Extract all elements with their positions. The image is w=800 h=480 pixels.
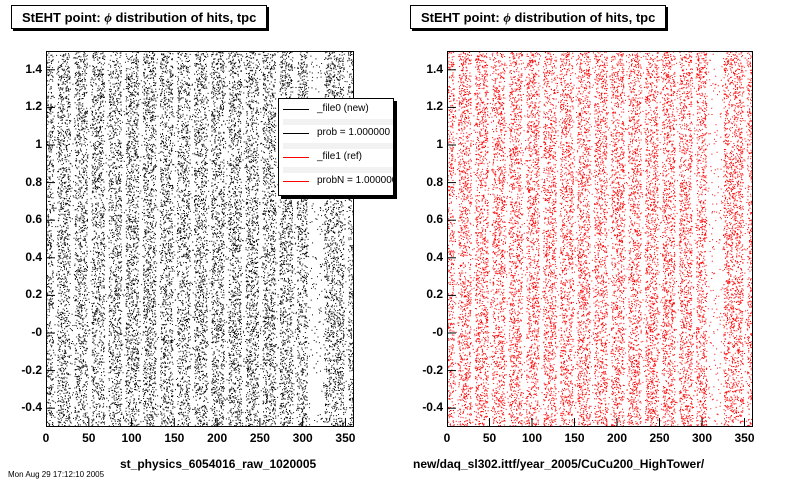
date-stamp: Mon Aug 29 17:12:10 2005: [8, 470, 105, 479]
y-tick-label: 0.8: [426, 174, 443, 189]
x-tick-label: 100: [521, 431, 543, 445]
y-tick-label: -0: [432, 325, 443, 339]
y-tick-label: -0.2: [21, 362, 42, 377]
x-tick-label: 0: [42, 431, 50, 445]
y-tick-label: 1.4: [426, 61, 443, 76]
y-tick-label: 1.2: [426, 99, 443, 114]
y-tick-label: 1.2: [25, 99, 42, 114]
legend-entry-probN: probN = 1.000000: [283, 173, 394, 191]
right-title-phi-symbol: ϕ: [503, 10, 511, 25]
legend-entry-prob: prob = 1.000000: [283, 125, 393, 143]
x-tick-label: 100: [121, 431, 142, 445]
legend-line-file1: [283, 157, 309, 158]
legend-line-file0: [283, 109, 309, 110]
x-tick-label: 300: [292, 431, 313, 445]
left-scatter-plot: [46, 51, 354, 427]
x-tick-label: 250: [249, 431, 270, 445]
legend-entry-file1: _file1 (ref): [283, 149, 393, 167]
left-title-phi-symbol: ϕ: [104, 10, 112, 25]
y-tick-label: 1: [35, 137, 42, 151]
left-plot-caption: st_physics_6054016_raw_1020005: [120, 457, 317, 471]
y-tick-label: 0.4: [25, 249, 42, 264]
scatter-points: [447, 51, 753, 427]
x-tick-label: 250: [649, 431, 670, 445]
plot-frame: [46, 51, 354, 427]
left-title-suffix: distribution of hits, tpc: [115, 10, 257, 25]
x-tick-label: 0: [443, 431, 451, 445]
x-tick-label: 50: [482, 431, 497, 445]
scatter-points: [46, 51, 354, 427]
legend-line-prob: [283, 133, 309, 134]
left-plot-title: StEHT point: ϕ distribution of hits, tpc: [11, 5, 268, 29]
x-tick-label: 300: [691, 431, 713, 445]
x-tick-label: 200: [207, 431, 228, 445]
legend-label-file0: _file0 (new): [317, 103, 369, 114]
legend: _file0 (new) prob = 1.000000 _file1 (ref…: [278, 98, 394, 196]
right-title-suffix: distribution of hits, tpc: [514, 10, 656, 25]
plot-frame: [447, 51, 753, 427]
y-tick-label: 0.2: [25, 287, 42, 302]
y-tick-label: -0.4: [422, 400, 443, 415]
y-tick-label: 0.8: [25, 174, 42, 189]
y-tick-label: 0.6: [25, 212, 42, 227]
right-plot-title: StEHT point: ϕ distribution of hits, tpc: [410, 5, 667, 29]
y-tick-label: 1.4: [25, 61, 42, 76]
y-tick-label: -0.4: [21, 400, 42, 415]
x-tick-label: 200: [606, 431, 628, 445]
x-tick-label: 50: [82, 431, 96, 445]
y-tick-label: 1: [436, 137, 443, 151]
right-scatter-plot: [447, 51, 753, 427]
legend-label-probN: probN = 1.000000: [317, 175, 394, 186]
legend-line-probN: [283, 181, 309, 182]
x-tick-label: 350: [734, 431, 755, 445]
left-title-prefix: StEHT point:: [22, 10, 101, 25]
x-tick-label: 150: [164, 431, 185, 445]
x-tick-label: 350: [335, 431, 356, 445]
legend-entry-file0: _file0 (new): [283, 101, 393, 119]
right-title-prefix: StEHT point:: [421, 10, 500, 25]
x-tick-label: 150: [564, 431, 585, 445]
y-tick-label: -0: [31, 325, 42, 339]
right-plot-caption: new/daq_sl302.ittf/year_2005/CuCu200_Hig…: [413, 457, 705, 471]
y-tick-label: 0.6: [426, 212, 443, 227]
legend-label-prob: prob = 1.000000: [317, 127, 391, 138]
y-tick-label: 0.2: [426, 287, 443, 302]
legend-label-file1: _file1 (ref): [317, 151, 363, 162]
y-tick-label: -0.2: [422, 362, 443, 377]
y-tick-label: 0.4: [426, 249, 443, 264]
